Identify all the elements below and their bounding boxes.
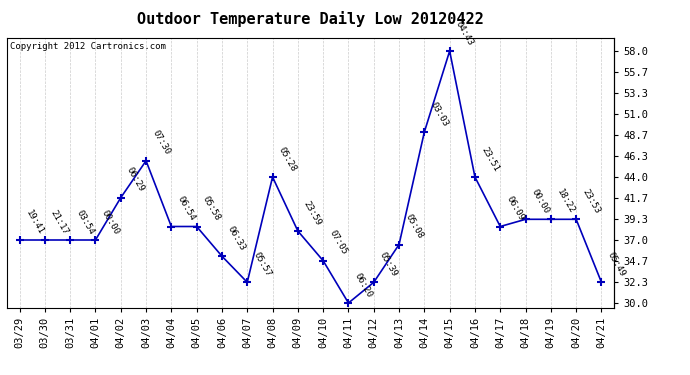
Text: 05:57: 05:57: [251, 251, 273, 278]
Text: 07:05: 07:05: [327, 229, 348, 256]
Text: 23:59: 23:59: [302, 199, 323, 227]
Text: 23:51: 23:51: [479, 145, 500, 173]
Text: 04:43: 04:43: [454, 19, 475, 47]
Text: 05:58: 05:58: [201, 195, 222, 222]
Text: 05:39: 05:39: [378, 251, 399, 278]
Text: 05:49: 05:49: [606, 251, 627, 278]
Text: 06:09: 06:09: [504, 195, 526, 222]
Text: Copyright 2012 Cartronics.com: Copyright 2012 Cartronics.com: [10, 42, 166, 51]
Text: 23:53: 23:53: [580, 188, 602, 215]
Text: 05:28: 05:28: [277, 145, 298, 173]
Text: 18:22: 18:22: [555, 188, 576, 215]
Text: 06:33: 06:33: [226, 224, 247, 252]
Text: 00:00: 00:00: [530, 188, 551, 215]
Text: 06:54: 06:54: [175, 195, 197, 222]
Text: 05:08: 05:08: [403, 213, 424, 240]
Text: 07:30: 07:30: [150, 129, 171, 157]
Text: 19:41: 19:41: [23, 208, 45, 236]
Text: 00:00: 00:00: [99, 208, 121, 236]
Text: 03:54: 03:54: [75, 208, 95, 236]
Text: Outdoor Temperature Daily Low 20120422: Outdoor Temperature Daily Low 20120422: [137, 11, 484, 27]
Text: 21:17: 21:17: [49, 208, 70, 236]
Text: 06:20: 06:20: [353, 271, 374, 299]
Text: 06:29: 06:29: [125, 166, 146, 194]
Text: 03:03: 03:03: [428, 100, 450, 128]
